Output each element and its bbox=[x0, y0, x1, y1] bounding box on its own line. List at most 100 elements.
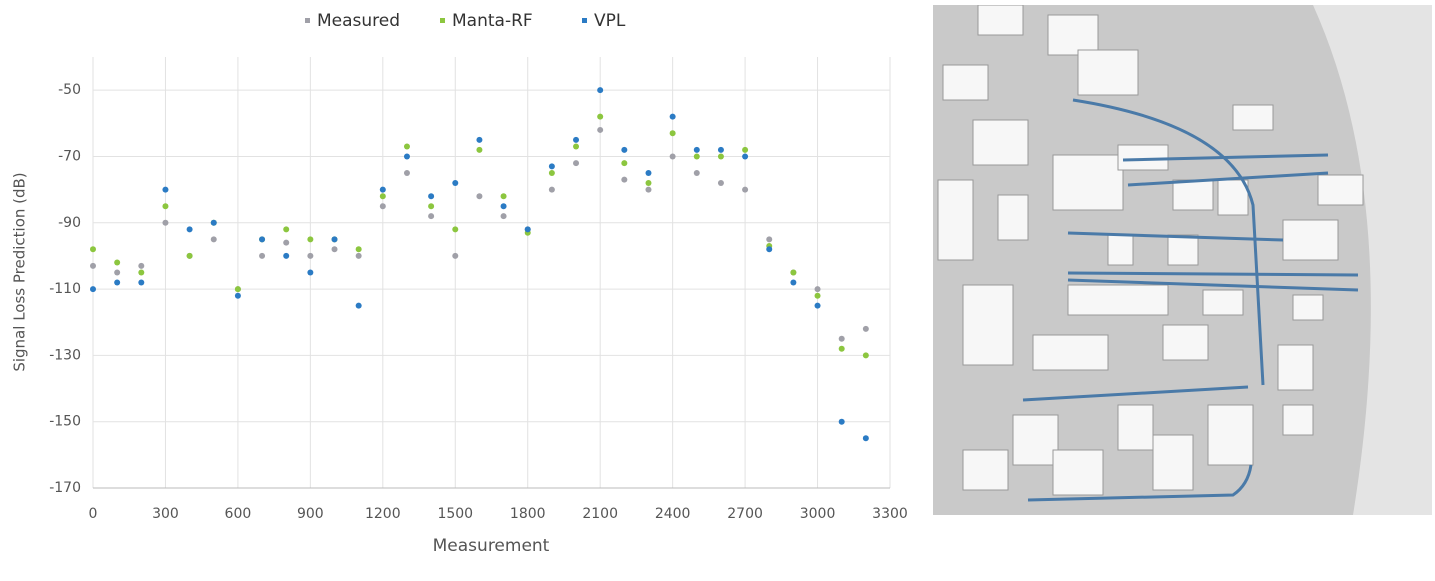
point bbox=[645, 179, 652, 186]
point bbox=[476, 136, 483, 143]
point bbox=[814, 292, 821, 299]
point bbox=[476, 193, 483, 200]
point bbox=[500, 213, 507, 220]
point bbox=[669, 113, 676, 120]
point bbox=[621, 176, 628, 183]
y-tick-label: -150 bbox=[49, 414, 81, 430]
y-axis-label: Signal Loss Prediction (dB) bbox=[11, 172, 29, 371]
legend-marker bbox=[305, 18, 310, 23]
point bbox=[114, 269, 121, 276]
point bbox=[500, 203, 507, 210]
legend-marker bbox=[440, 18, 445, 23]
point bbox=[403, 170, 410, 177]
point bbox=[645, 170, 652, 177]
point bbox=[162, 219, 169, 226]
point bbox=[355, 246, 362, 253]
point bbox=[693, 153, 700, 160]
point bbox=[138, 279, 145, 286]
legend-marker bbox=[582, 18, 587, 23]
point bbox=[742, 186, 749, 193]
point bbox=[186, 252, 193, 259]
point bbox=[234, 292, 241, 299]
point bbox=[524, 226, 531, 233]
point bbox=[476, 146, 483, 153]
legend-label: Manta-RF bbox=[452, 11, 533, 31]
point bbox=[669, 153, 676, 160]
point bbox=[621, 146, 628, 153]
x-tick-label: 3000 bbox=[800, 506, 836, 522]
point bbox=[186, 226, 193, 233]
point bbox=[597, 87, 604, 94]
point bbox=[621, 160, 628, 167]
point bbox=[862, 352, 869, 359]
x-tick-label: 600 bbox=[225, 506, 252, 522]
y-tick-label: -70 bbox=[58, 148, 81, 164]
city-render bbox=[933, 5, 1432, 515]
terrain bbox=[1313, 5, 1432, 515]
point bbox=[403, 143, 410, 150]
x-tick-label: 2400 bbox=[655, 506, 691, 522]
x-tick-label: 1200 bbox=[365, 506, 401, 522]
point bbox=[234, 286, 241, 293]
point bbox=[862, 435, 869, 442]
point bbox=[259, 236, 266, 243]
point bbox=[452, 252, 459, 259]
point bbox=[307, 236, 314, 243]
point bbox=[838, 335, 845, 342]
point bbox=[162, 186, 169, 193]
point bbox=[90, 286, 96, 293]
buildings bbox=[937, 5, 1364, 496]
point bbox=[138, 269, 145, 276]
point bbox=[573, 160, 580, 167]
point bbox=[114, 259, 121, 266]
point bbox=[500, 193, 507, 200]
routes bbox=[1022, 98, 1359, 502]
legend-label: Measured bbox=[317, 11, 400, 31]
point bbox=[717, 153, 724, 160]
point bbox=[452, 226, 459, 233]
point bbox=[114, 279, 121, 286]
point bbox=[307, 269, 314, 276]
point bbox=[259, 252, 266, 259]
point bbox=[597, 113, 604, 120]
point bbox=[379, 186, 386, 193]
point bbox=[838, 345, 845, 352]
x-tick-label: 1500 bbox=[437, 506, 473, 522]
point bbox=[717, 179, 724, 186]
point bbox=[548, 170, 555, 177]
point bbox=[283, 239, 290, 246]
point bbox=[428, 203, 435, 210]
x-tick-label: 3300 bbox=[872, 506, 908, 522]
point bbox=[573, 143, 580, 150]
point bbox=[283, 226, 290, 233]
legend-label: VPL bbox=[594, 11, 626, 31]
point bbox=[355, 252, 362, 259]
x-tick-label: 300 bbox=[152, 506, 179, 522]
x-tick-label: 2100 bbox=[582, 506, 618, 522]
point bbox=[452, 179, 459, 186]
x-tick-label: 900 bbox=[297, 506, 324, 522]
point bbox=[814, 286, 821, 293]
point bbox=[90, 246, 96, 253]
x-tick-label: 1800 bbox=[510, 506, 546, 522]
point bbox=[355, 302, 362, 309]
point bbox=[862, 325, 869, 332]
point bbox=[379, 203, 386, 210]
point bbox=[645, 186, 652, 193]
point bbox=[548, 186, 555, 193]
point bbox=[331, 246, 338, 253]
point bbox=[838, 418, 845, 425]
point bbox=[403, 153, 410, 160]
point bbox=[597, 126, 604, 133]
point bbox=[669, 130, 676, 137]
point bbox=[379, 193, 386, 200]
point bbox=[138, 262, 145, 269]
point bbox=[210, 219, 217, 226]
y-tick-label: -90 bbox=[58, 215, 81, 231]
point bbox=[283, 252, 290, 259]
point bbox=[210, 236, 217, 243]
point bbox=[742, 146, 749, 153]
point bbox=[548, 163, 555, 170]
point bbox=[428, 213, 435, 220]
